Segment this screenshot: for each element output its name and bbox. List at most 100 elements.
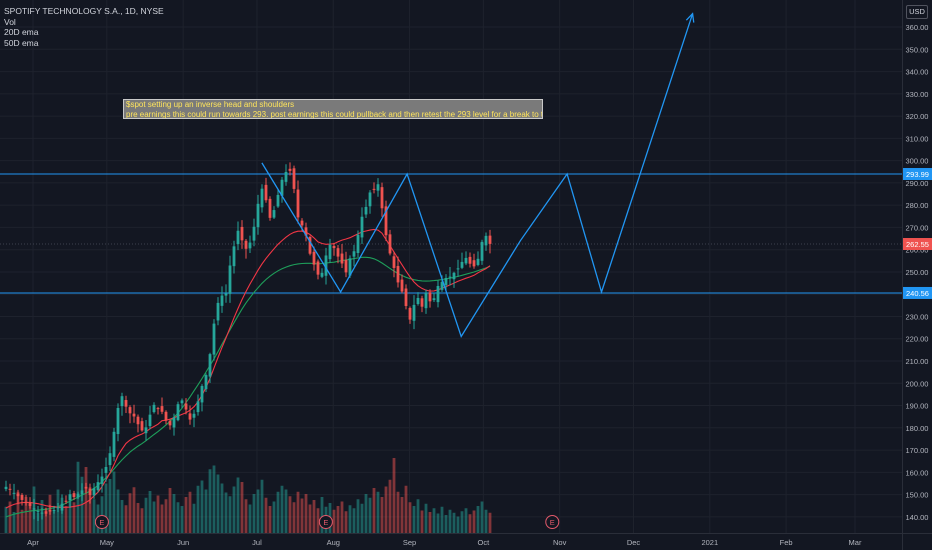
volume-bar [428, 512, 432, 533]
x-tick-label: May [100, 538, 114, 547]
volume-bar [336, 506, 340, 533]
candle-body [284, 171, 288, 182]
volume-bar [252, 494, 256, 533]
candle-body [236, 230, 240, 245]
candle-body [384, 206, 388, 236]
earnings-marker[interactable]: E [94, 515, 109, 529]
candle-body [316, 261, 320, 275]
legend-volume[interactable]: Vol [4, 16, 16, 27]
volume-bar [464, 508, 468, 533]
volume-bar [164, 499, 168, 533]
candle-body [28, 502, 32, 506]
symbol-title[interactable]: SPOTIFY TECHNOLOGY S.A., 1D, NYSE [4, 6, 164, 16]
volume-bar [52, 511, 56, 533]
volume-bar [176, 502, 180, 533]
price-axis[interactable]: 140.00 150.00 160.00 170.00 180.00 190.00 200.… [903, 23, 932, 522]
pattern-drawing[interactable] [261, 12, 695, 339]
y-tick-label: 290.00 [906, 179, 929, 188]
volume-bar [188, 491, 192, 533]
candle-body [108, 453, 112, 466]
candle-body [436, 285, 440, 303]
volume-bar [388, 479, 392, 533]
candle-body [80, 490, 84, 495]
candle-body [60, 503, 64, 511]
candle-body [152, 404, 156, 413]
volume-bar [288, 496, 292, 533]
candle-body [356, 234, 360, 253]
volume-bar [60, 497, 64, 533]
volume-bar [456, 516, 460, 533]
volume-bar [468, 514, 472, 533]
candle-body [484, 235, 488, 246]
volume-bar [208, 469, 212, 533]
volume-bar [224, 492, 228, 533]
volume-bar [92, 499, 96, 533]
legend-ema50[interactable]: 50D ema [4, 37, 39, 48]
candle-body [424, 292, 428, 309]
volume-bar [272, 501, 276, 533]
candle-body [40, 512, 44, 514]
earnings-label: E [550, 518, 555, 527]
legend-ema20[interactable]: 20D ema [4, 27, 39, 37]
volume-bar [408, 502, 412, 533]
earnings-marker[interactable]: E [318, 515, 333, 529]
time-axis[interactable]: Apr May Jun Jul Aug Sep Oct Nov Dec 2021 Feb Mar [27, 538, 862, 547]
candle-body [464, 257, 468, 264]
earnings-marker[interactable]: E [545, 515, 560, 529]
volume-bar [344, 511, 348, 533]
candle-body [120, 396, 124, 407]
volume-bar [376, 491, 380, 533]
candle-body [72, 493, 76, 498]
candle-body [456, 268, 460, 270]
volume-bar [292, 502, 296, 533]
volume-bar [180, 506, 184, 533]
volume-bar [432, 508, 436, 533]
earnings-circle [545, 515, 560, 529]
volume-bar [436, 513, 440, 533]
volume-bar [384, 486, 388, 533]
candle-body [112, 431, 116, 457]
candle-body [228, 265, 232, 294]
currency-button[interactable]: USD [906, 5, 928, 19]
candle-body [12, 492, 16, 494]
volume-bar [116, 489, 120, 533]
candle-body [292, 168, 296, 189]
volume-bar [332, 509, 336, 533]
candle-body [180, 400, 184, 404]
candle-body [128, 407, 132, 414]
candle-body [264, 184, 268, 201]
volume-bar [352, 508, 356, 533]
volume-bar [44, 508, 48, 533]
annotation-note[interactable]: $spot setting up an inverse head and sho… [123, 99, 543, 119]
price-marker-label: 293.99 [906, 170, 929, 179]
volume-bar [268, 506, 272, 533]
price-marker[interactable] [903, 286, 932, 299]
volume-bar [356, 499, 360, 533]
price-marker[interactable] [903, 168, 932, 181]
candle-body [116, 407, 120, 435]
volume-bar [472, 510, 476, 533]
volume-bar [204, 489, 208, 533]
x-tick-label: Nov [553, 538, 567, 547]
candle-body [220, 295, 224, 306]
y-tick-label: 250.00 [906, 268, 929, 277]
price-marker[interactable] [903, 238, 932, 251]
candle-body [208, 354, 212, 377]
candle-body [488, 235, 492, 244]
price-marker-label: 262.55 [906, 240, 929, 249]
volume-bar [396, 491, 400, 533]
volume-bar [348, 505, 352, 533]
candle-body [272, 210, 276, 218]
y-tick-label: 270.00 [906, 223, 929, 232]
horizontal-levels[interactable] [0, 173, 902, 294]
candle-body [368, 192, 372, 207]
pattern-path[interactable] [261, 13, 694, 339]
candle-body [144, 427, 148, 434]
volume-bar [132, 487, 136, 533]
candle-body [176, 404, 180, 421]
candle-body [476, 258, 480, 265]
volume-bar [108, 479, 112, 533]
